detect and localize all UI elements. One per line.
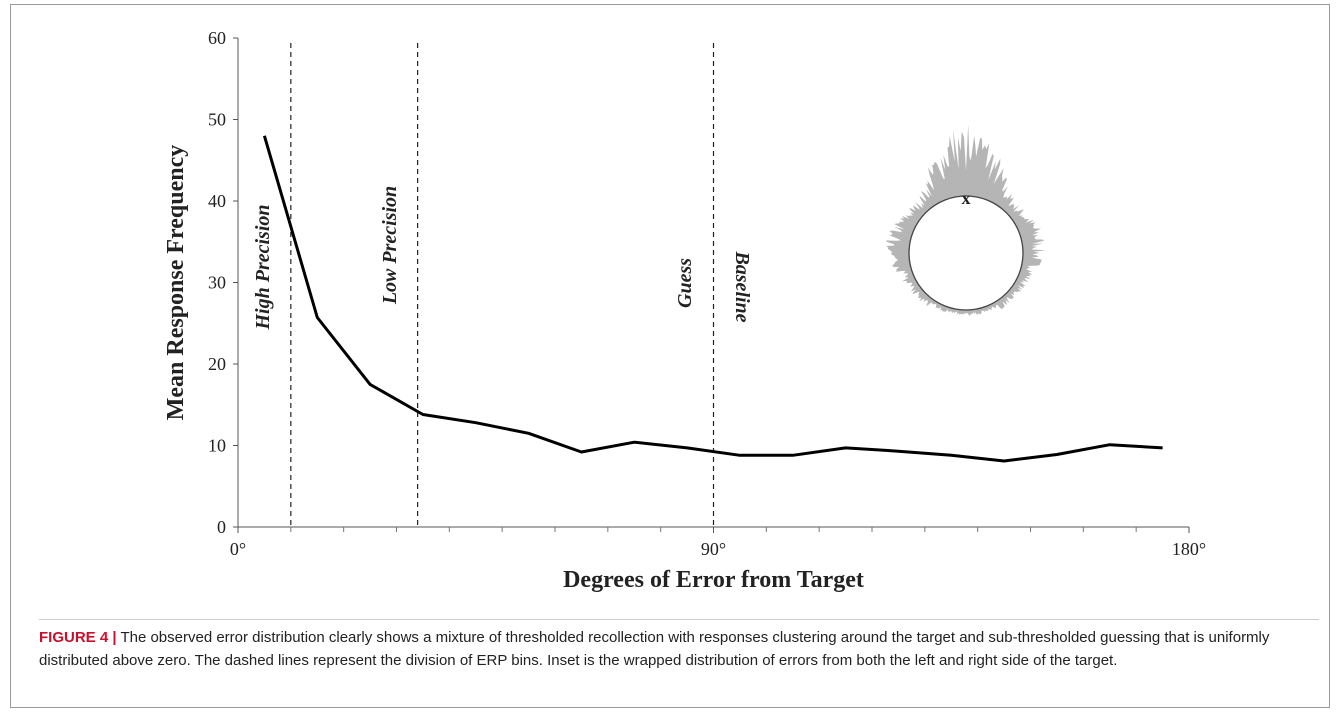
annotation: High Precision — [252, 204, 274, 330]
x-tick-label: 180° — [1172, 539, 1206, 559]
x-axis-title: Degrees of Error from Target — [563, 567, 864, 593]
y-tick-label: 40 — [208, 191, 226, 211]
x-tick-label: 90° — [701, 539, 726, 559]
caption: FIGURE 4 | The observed error distributi… — [39, 619, 1319, 672]
y-tick-label: 50 — [208, 110, 226, 130]
y-tick-label: 30 — [208, 273, 226, 293]
x-tick-label: 0° — [230, 539, 246, 559]
annotation: Baseline — [731, 250, 753, 322]
chart: 0 10 20 30 40 50 60 0° 90° 180° Degrees of Error f… — [11, 5, 1330, 617]
y-tick-label: 20 — [208, 354, 226, 374]
y-axis-title: Mean Response Frequency — [163, 145, 189, 421]
annotation: Guess — [674, 258, 696, 308]
inset-circle — [909, 196, 1023, 310]
y-tick-label: 10 — [208, 436, 226, 456]
caption-text: The observed error distribution clearly … — [39, 629, 1269, 669]
caption-label: FIGURE 4 | — [39, 629, 117, 646]
figure: 0 10 20 30 40 50 60 0° 90° 180° Degrees of Error f… — [10, 4, 1330, 708]
inset-marker: x — [962, 188, 971, 208]
y-tick-label: 60 — [208, 28, 226, 48]
annotation: Low Precision — [379, 186, 401, 305]
y-tick-label: 0 — [217, 517, 226, 537]
